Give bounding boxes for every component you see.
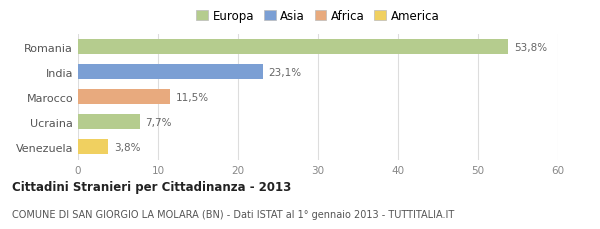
Text: 7,7%: 7,7% xyxy=(145,117,172,127)
Text: COMUNE DI SAN GIORGIO LA MOLARA (BN) - Dati ISTAT al 1° gennaio 2013 - TUTTITALI: COMUNE DI SAN GIORGIO LA MOLARA (BN) - D… xyxy=(12,210,454,220)
Legend: Europa, Asia, Africa, America: Europa, Asia, Africa, America xyxy=(191,5,445,27)
Text: Cittadini Stranieri per Cittadinanza - 2013: Cittadini Stranieri per Cittadinanza - 2… xyxy=(12,180,291,193)
Text: 3,8%: 3,8% xyxy=(114,142,140,152)
Text: 23,1%: 23,1% xyxy=(268,68,302,77)
Text: 11,5%: 11,5% xyxy=(176,92,209,102)
Bar xyxy=(78,115,140,130)
Bar xyxy=(78,90,170,105)
Bar xyxy=(78,65,263,80)
Bar xyxy=(78,40,508,55)
Text: 53,8%: 53,8% xyxy=(514,43,547,52)
Bar xyxy=(78,140,109,155)
